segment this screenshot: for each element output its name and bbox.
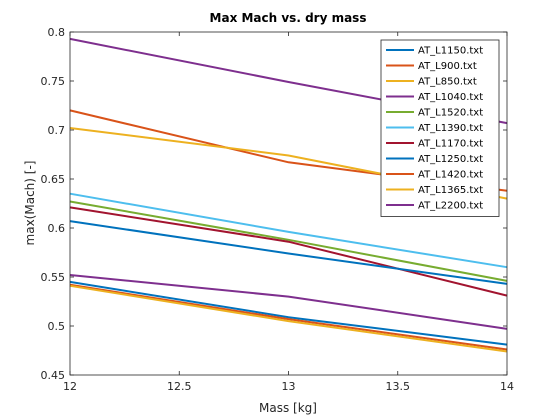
legend-label-8: AT_L1420.txt bbox=[418, 170, 483, 181]
y-tick-label: 0.75 bbox=[41, 75, 66, 88]
series-line-6 bbox=[69, 206, 508, 297]
x-tick-label: 12.5 bbox=[167, 380, 192, 393]
legend-label-4: AT_L1520.txt bbox=[418, 108, 483, 119]
x-tick-label: 12 bbox=[63, 380, 77, 393]
y-axis-label: max(Mach) [-] bbox=[23, 161, 37, 246]
series-line-0 bbox=[69, 280, 508, 346]
y-tick-label: 0.5 bbox=[48, 320, 66, 333]
y-tick-label: 0.65 bbox=[41, 173, 66, 186]
series-line-4 bbox=[69, 200, 508, 282]
y-tick-label: 0.45 bbox=[41, 369, 66, 382]
legend-label-1: AT_L900.txt bbox=[418, 61, 477, 72]
x-axis: 12 12.5 13 13.5 14 bbox=[63, 32, 514, 393]
x-tick-label: 13 bbox=[282, 380, 296, 393]
chart-title: Max Mach vs. dry mass bbox=[210, 11, 367, 25]
series-line-9 bbox=[69, 284, 508, 353]
plot-area bbox=[69, 37, 508, 353]
series-line-7 bbox=[69, 220, 508, 285]
legend-label-10: AT_L2200.txt bbox=[418, 201, 483, 212]
legend: AT_L1150.txt AT_L900.txt AT_L850.txt AT_L10… bbox=[380, 39, 500, 217]
y-tick-label: 0.8 bbox=[48, 26, 66, 39]
y-tick-label: 0.55 bbox=[41, 271, 66, 284]
y-axis: 0.45 0.5 0.55 0.6 0.65 0.7 0.75 0.8 bbox=[41, 26, 507, 382]
x-tick-label: 13.5 bbox=[386, 380, 411, 393]
series-line-8 bbox=[69, 283, 508, 351]
x-tick-label: 14 bbox=[500, 380, 514, 393]
x-axis-label: Mass [kg] bbox=[259, 401, 317, 415]
y-tick-label: 0.7 bbox=[48, 124, 66, 137]
legend-label-2: AT_L850.txt bbox=[418, 77, 477, 88]
legend-label-5: AT_L1390.txt bbox=[418, 123, 483, 134]
legend-label-3: AT_L1040.txt bbox=[418, 92, 483, 103]
series-line-5 bbox=[69, 192, 508, 269]
y-tick-label: 0.6 bbox=[48, 222, 66, 235]
series-line-10 bbox=[69, 274, 508, 330]
legend-label-9: AT_L1365.txt bbox=[418, 185, 483, 196]
legend-label-7: AT_L1250.txt bbox=[418, 154, 483, 165]
legend-label-6: AT_L1170.txt bbox=[418, 139, 483, 150]
legend-label-0: AT_L1150.txt bbox=[418, 46, 483, 57]
